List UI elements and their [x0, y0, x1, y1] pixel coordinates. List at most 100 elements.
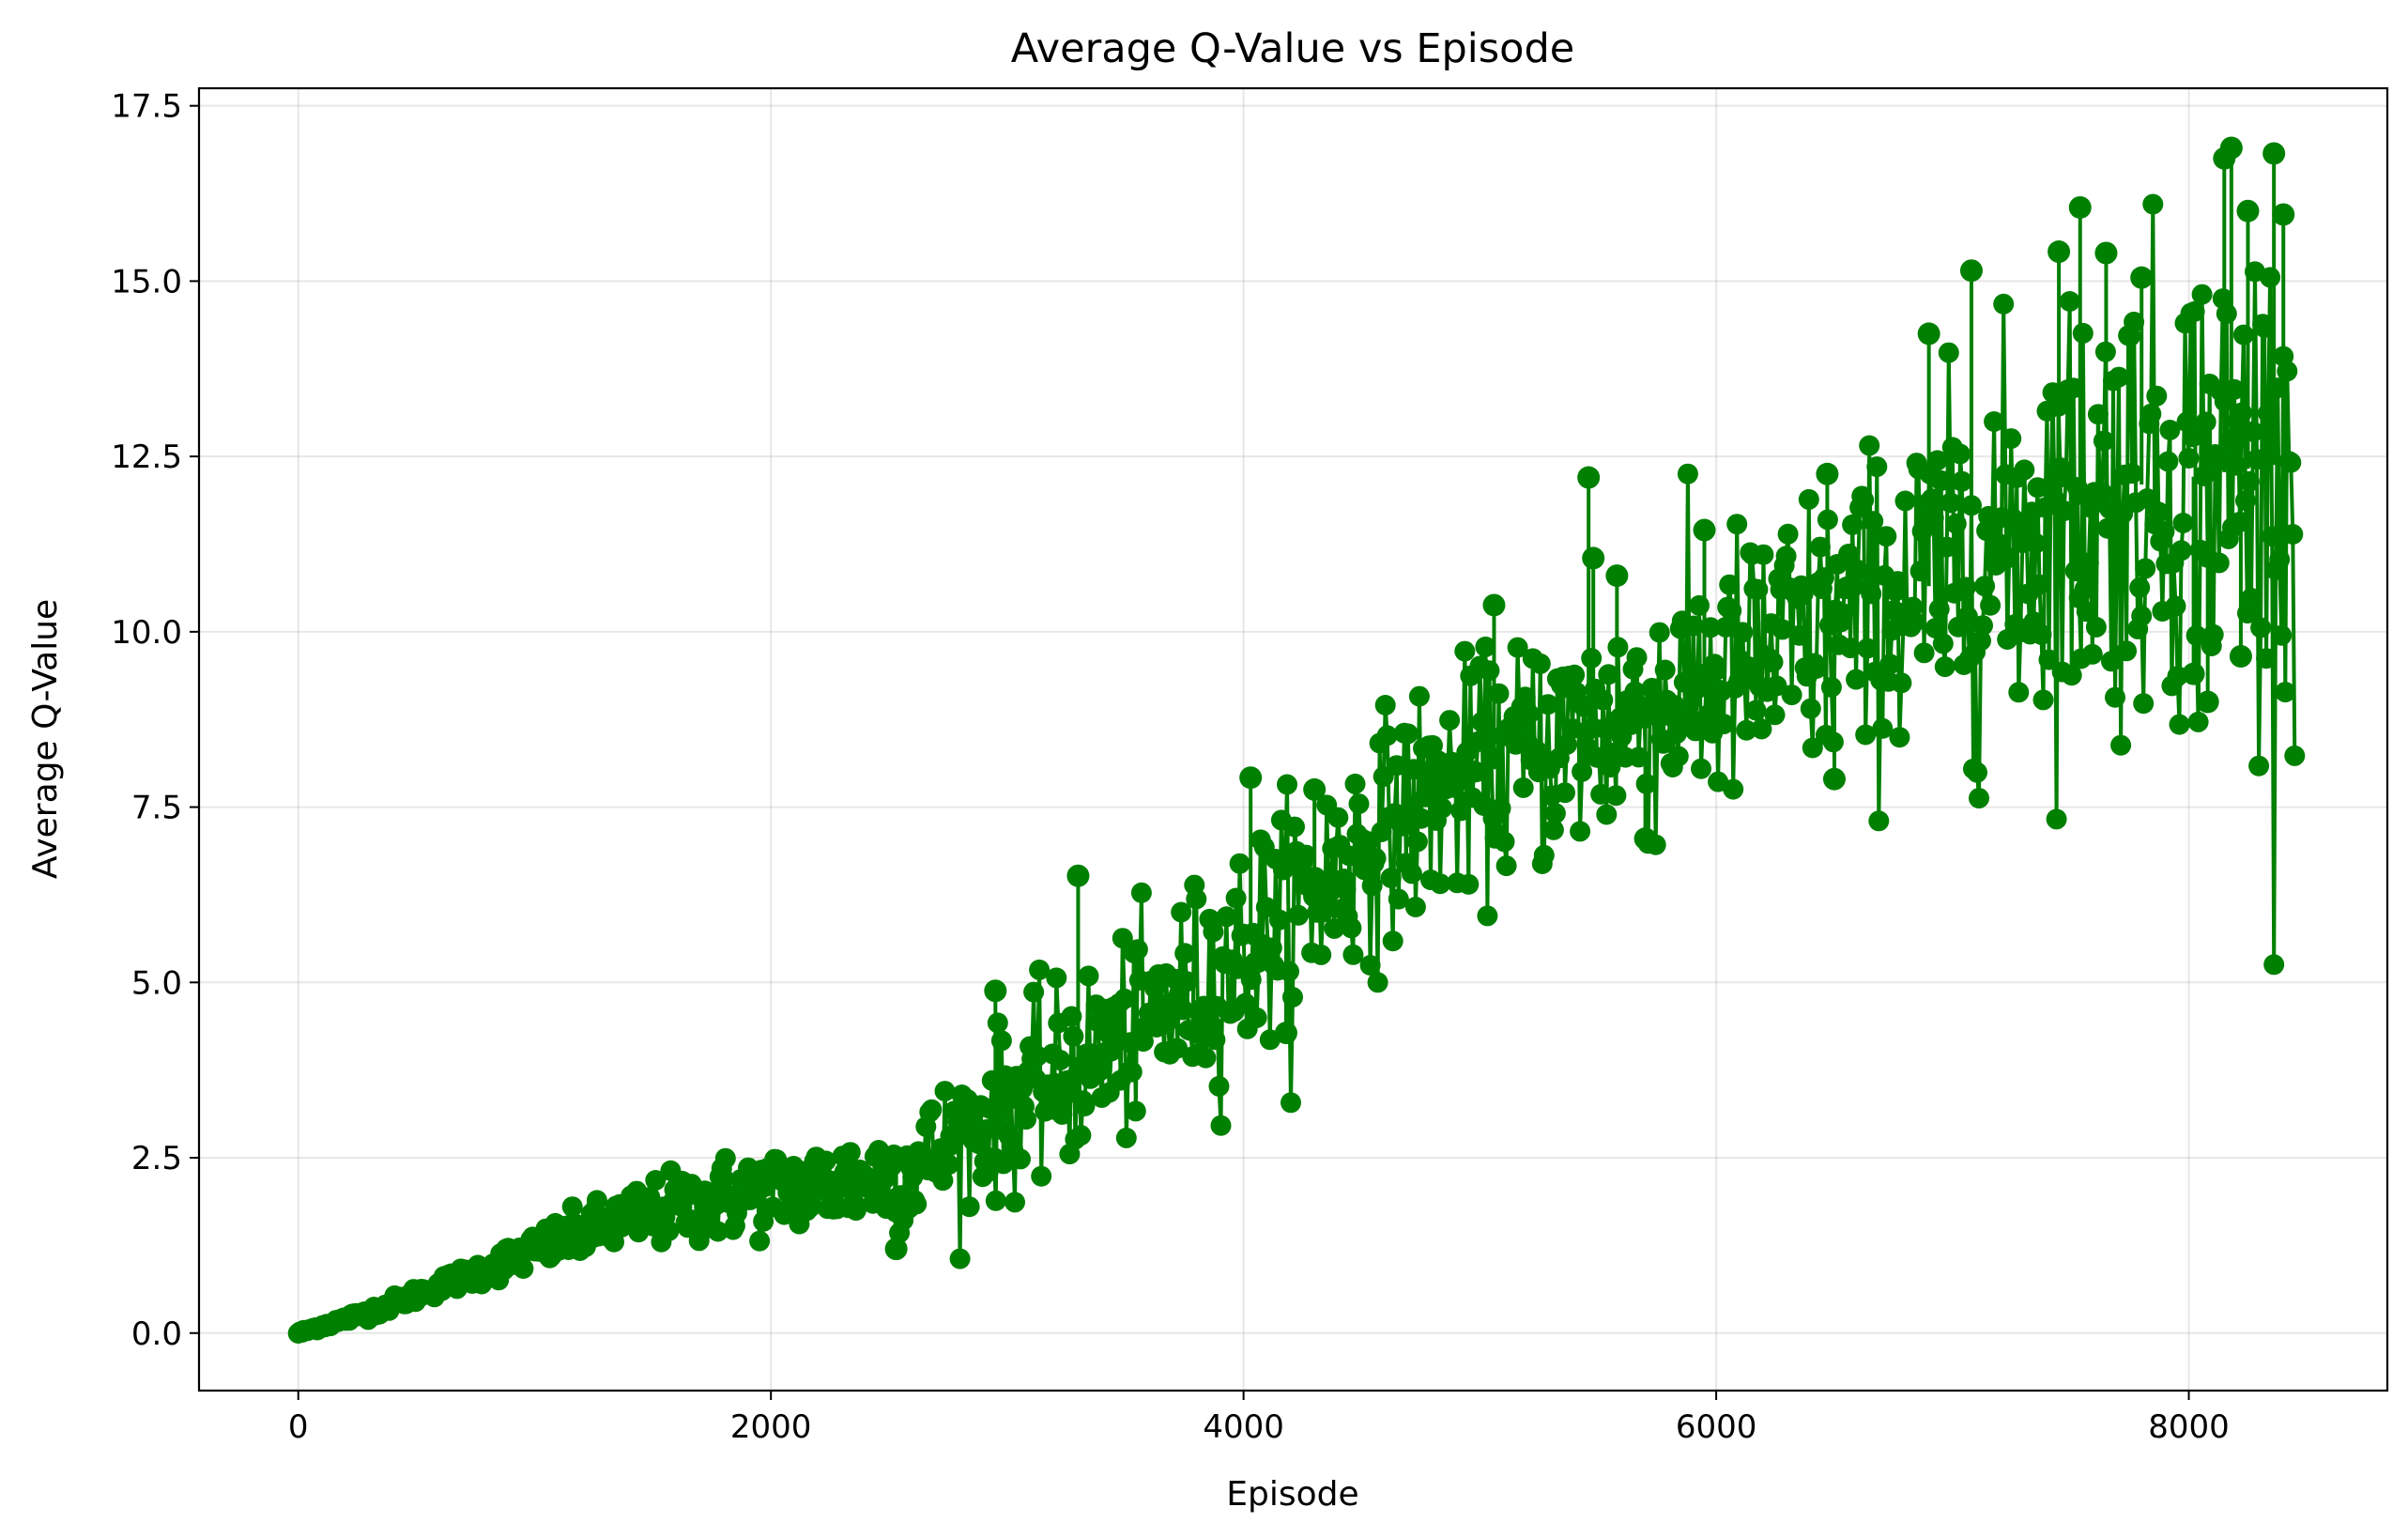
- outlier-point: [2272, 203, 2295, 226]
- data-point: [1494, 831, 1515, 853]
- data-point: [2142, 193, 2164, 215]
- data-point: [1475, 636, 1496, 657]
- data-point: [1397, 723, 1419, 745]
- data-point: [1974, 576, 1996, 597]
- data-point: [2133, 693, 2155, 715]
- data-point: [1762, 652, 1784, 673]
- outlier-point: [1917, 322, 1940, 346]
- data-point: [1792, 583, 1814, 605]
- data-point: [1949, 443, 1971, 465]
- outlier-point: [2219, 136, 2243, 160]
- outlier-point: [1239, 766, 1263, 790]
- data-point: [1682, 615, 1704, 637]
- data-point: [2074, 578, 2095, 600]
- data-point: [1480, 746, 1502, 767]
- data-point: [1887, 571, 1909, 592]
- data-point: [1229, 853, 1250, 874]
- data-point: [2031, 623, 2052, 645]
- data-point: [2186, 624, 2207, 646]
- data-point: [1288, 904, 1309, 926]
- data-point: [2135, 558, 2156, 579]
- data-point: [1023, 981, 1045, 1003]
- y-tick-label: 17.5: [111, 88, 182, 126]
- data-point: [645, 1170, 667, 1191]
- data-point: [2124, 311, 2145, 332]
- data-point: [713, 1168, 734, 1190]
- data-point: [1764, 704, 1786, 726]
- data-point: [1971, 630, 1991, 652]
- data-point: [1572, 761, 1593, 782]
- data-point: [1934, 656, 1956, 678]
- data-point: [1771, 619, 1793, 640]
- data-point: [1777, 523, 1799, 545]
- data-point: [2263, 954, 2285, 976]
- outlier-point: [1633, 827, 1657, 851]
- data-point: [2195, 411, 2216, 433]
- data-point: [1805, 658, 1827, 679]
- y-tick-label: 10.0: [111, 614, 182, 652]
- data-point: [1401, 863, 1422, 884]
- data-point: [1279, 961, 1299, 982]
- x-axis-label: Episode: [1226, 1475, 1358, 1514]
- data-point: [2225, 454, 2247, 476]
- data-point: [906, 1193, 928, 1215]
- data-point: [2216, 303, 2237, 325]
- data-point: [1557, 734, 1577, 755]
- data-point: [1889, 727, 1910, 748]
- data-point: [1027, 1045, 1049, 1067]
- data-point: [1913, 642, 1935, 664]
- data-point: [1726, 514, 1748, 535]
- data-point: [1495, 855, 1517, 877]
- data-point: [513, 1258, 534, 1279]
- data-point: [1005, 1192, 1025, 1213]
- data-point: [2131, 606, 2153, 627]
- data-point: [2085, 616, 2107, 638]
- data-point: [1649, 622, 1670, 643]
- data-point: [1951, 470, 1972, 492]
- data-point: [1846, 669, 1867, 690]
- x-tick-label: 4000: [1203, 1408, 1284, 1446]
- data-point: [2081, 643, 2103, 665]
- data-point: [1891, 672, 1912, 694]
- data-point: [845, 1200, 867, 1222]
- data-point: [1999, 546, 2020, 568]
- data-point: [1359, 955, 1381, 976]
- data-point: [2247, 449, 2267, 470]
- x-tick-label: 8000: [2148, 1408, 2230, 1446]
- data-point: [714, 1147, 736, 1169]
- data-point: [2260, 267, 2281, 288]
- data-point: [2208, 552, 2230, 574]
- data-point: [1225, 887, 1247, 909]
- data-point: [2105, 686, 2125, 708]
- data-point: [1115, 1127, 1137, 1148]
- data-point: [1570, 821, 1591, 842]
- data-point: [1723, 778, 1744, 800]
- data-point: [1866, 456, 1888, 478]
- data-point: [2256, 648, 2278, 669]
- data-point: [2280, 452, 2302, 473]
- data-point: [1277, 774, 1297, 795]
- data-point: [2250, 617, 2272, 638]
- data-point: [1471, 711, 1493, 732]
- data-point: [1467, 731, 1489, 752]
- data-point: [1809, 536, 1831, 558]
- data-point: [1512, 777, 1534, 798]
- data-point: [1788, 624, 1810, 646]
- x-tick-label: 0: [288, 1408, 309, 1446]
- data-point: [1930, 469, 1952, 491]
- outlier-point: [1816, 462, 1839, 485]
- data-point: [1747, 578, 1769, 600]
- outlier-point: [2094, 241, 2118, 265]
- data-point: [1833, 603, 1853, 624]
- data-point: [1573, 696, 1595, 717]
- data-point: [1490, 797, 1511, 819]
- data-point: [1341, 917, 1362, 939]
- data-point: [1348, 793, 1370, 815]
- data-point: [1327, 807, 1349, 828]
- data-point: [1158, 1010, 1179, 1032]
- data-point: [1010, 1148, 1031, 1170]
- data-point: [1296, 844, 1317, 866]
- y-tick-label: 12.5: [111, 438, 182, 476]
- data-point: [1320, 881, 1342, 902]
